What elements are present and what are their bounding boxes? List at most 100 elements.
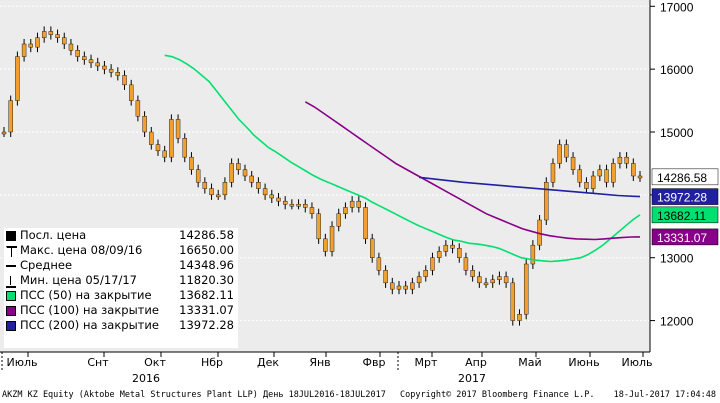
candle-body — [289, 204, 295, 207]
candle-body — [162, 150, 167, 158]
candle-body — [175, 119, 181, 139]
candle-body — [95, 62, 100, 67]
ma-line-2 — [304, 101, 641, 241]
candle-body — [128, 84, 134, 101]
candle-body — [363, 207, 368, 240]
legend-swatch — [6, 291, 16, 301]
legend-value: 14348.96 — [179, 258, 234, 272]
candle-body — [1, 131, 7, 135]
legend-label: Мин. цена 05/17/17 — [20, 273, 137, 287]
legend-row: Посл. цена 14286.58 — [4, 228, 238, 243]
candle-body — [88, 59, 94, 64]
candle-body — [497, 276, 502, 280]
candle-body — [55, 34, 60, 38]
legend-value: 16650.00 — [179, 243, 234, 257]
candle-body — [477, 276, 482, 284]
candle-body — [189, 156, 194, 170]
footer-copyright: Copyright© 2017 Bloomberg Finance L.P. — [400, 390, 595, 400]
legend-label: ПСС (100) на закрытие — [20, 303, 159, 317]
candle-body — [323, 238, 328, 252]
y-tick-label: 17000 — [660, 0, 694, 14]
legend-label: ПСС (200) на закрытие — [20, 318, 159, 332]
candle-body — [303, 204, 308, 208]
candle-body — [470, 270, 475, 277]
y-tick-label: 12000 — [660, 315, 694, 329]
candle-body — [570, 156, 576, 170]
x-month-label: Июль — [621, 356, 652, 369]
legend-swatch — [6, 231, 16, 241]
candle-body — [624, 156, 629, 164]
legend-value: 13682.11 — [179, 288, 234, 302]
candle-body — [15, 56, 20, 101]
legend-swatch — [6, 276, 16, 288]
candle-body — [282, 200, 288, 205]
end-label-text: 13682.11 — [657, 209, 706, 223]
end-label-box — [651, 206, 719, 224]
candle-body — [349, 200, 355, 208]
legend-value: 11820.30 — [179, 273, 234, 287]
x-month-label: Окт — [144, 356, 166, 369]
candle-body — [149, 131, 154, 145]
candle-body — [597, 169, 603, 177]
x-month-label: Июль — [6, 356, 37, 369]
legend-swatch — [6, 306, 16, 316]
x-month-label: Фвр — [363, 356, 386, 369]
end-label-box — [651, 228, 719, 246]
candle-body — [108, 68, 114, 73]
x-year-label: 2017 — [458, 372, 486, 385]
candle-body — [416, 276, 422, 284]
x-month-label: Май — [518, 356, 541, 369]
x-month-label: Нбр — [201, 356, 223, 369]
candle-body — [195, 169, 201, 183]
candle-body — [523, 263, 529, 315]
candle-body — [617, 156, 623, 164]
candle-body — [48, 31, 54, 35]
footer-ticker: AKZM KZ Equity (Aktobe Metal Structures … — [2, 390, 386, 400]
candle-body — [410, 282, 415, 290]
candle-body — [611, 163, 616, 183]
candle-body — [216, 194, 221, 198]
legend-label: Посл. цена — [20, 228, 87, 242]
legend-value: 13972.28 — [179, 318, 234, 332]
end-label-box — [651, 188, 719, 205]
candle-body — [530, 244, 536, 265]
legend-row: Среднее 14348.96 — [4, 258, 238, 273]
legend-swatch — [6, 265, 16, 267]
candle-body — [544, 182, 549, 221]
candle-body — [155, 144, 161, 152]
candle-body — [209, 188, 214, 196]
candle-body — [637, 175, 643, 179]
candle-body — [483, 282, 489, 286]
chart-legend: Посл. цена 14286.58 Макс. цена 08/09/16 166… — [4, 228, 238, 348]
legend-swatch — [6, 321, 16, 331]
candle-body — [242, 169, 248, 177]
candle-body — [423, 270, 428, 277]
candle-body — [343, 207, 348, 214]
candle-body — [336, 213, 341, 227]
candle-body — [436, 251, 442, 258]
legend-row: ПСС (200) на закрытие 13972.28 — [4, 318, 238, 333]
legend-row: Мин. цена 05/17/17 11820.30 — [4, 273, 238, 288]
legend-row: ПСС (100) на закрытие 13331.07 — [4, 303, 238, 318]
candle-body — [249, 175, 254, 183]
candle-body — [604, 169, 609, 183]
candle-body — [564, 144, 569, 158]
candle-body — [403, 285, 408, 290]
legend-value: 13331.07 — [179, 303, 234, 317]
candle-body — [376, 257, 382, 271]
candle-body — [517, 314, 522, 321]
candle-body — [236, 163, 241, 170]
candle-body — [62, 37, 67, 45]
candle-body — [115, 72, 121, 76]
end-label-text: 13331.07 — [657, 231, 707, 245]
candle-body — [169, 119, 174, 158]
ma-line-1 — [164, 54, 641, 263]
candle-body — [557, 144, 562, 164]
candle-body — [457, 248, 462, 258]
end-label-text: 13972.28 — [657, 191, 707, 205]
end-label-text: 14286.58 — [657, 171, 707, 185]
candle-body — [21, 43, 27, 57]
legend-label: Макс. цена 08/09/16 — [20, 243, 143, 257]
candle-body — [262, 188, 268, 196]
candle-body — [396, 285, 402, 290]
